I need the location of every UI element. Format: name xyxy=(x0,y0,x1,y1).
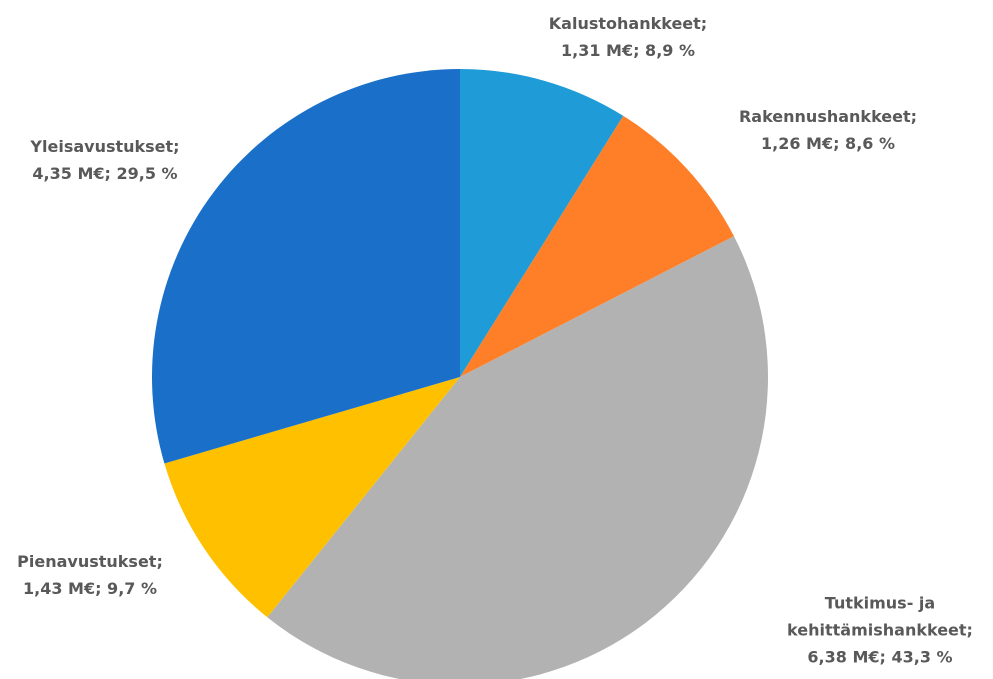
data-label: Yleisavustukset; 4,35 M€; 29,5 % xyxy=(0,133,215,187)
pie-slice xyxy=(460,115,734,378)
data-label: Rakennushankkeet; 1,26 M€; 8,6 % xyxy=(698,103,958,157)
value-label: 4,35 M€; 29,5 % xyxy=(32,164,178,183)
value-label: 1,26 M€; 8,6 % xyxy=(760,134,895,153)
pie-slice xyxy=(267,236,768,679)
value-label: 1,43 M€; 9,7 % xyxy=(22,579,157,598)
data-label: Tutkimus- ja kehittämishankkeet; 6,38 M€;… xyxy=(760,590,993,671)
pie-slice xyxy=(460,69,624,377)
data-label: Kalustohankkeet; 1,31 M€; 8,9 % xyxy=(498,10,758,64)
category-name: Yleisavustukset; xyxy=(30,137,180,156)
pie-slice xyxy=(151,69,460,464)
category-name: Tutkimus- ja kehittämishankkeet; xyxy=(787,593,973,640)
value-label: 6,38 M€; 43,3 % xyxy=(807,647,953,667)
category-name: Kalustohankkeet; xyxy=(548,14,708,33)
data-label: Pienavustukset; 1,43 M€; 9,7 % xyxy=(0,548,190,602)
pie-slice xyxy=(164,377,460,618)
category-name: Pienavustukset; xyxy=(17,552,163,571)
value-label: 1,31 M€; 8,9 % xyxy=(560,41,695,60)
category-name: Rakennushankkeet; xyxy=(738,107,918,126)
